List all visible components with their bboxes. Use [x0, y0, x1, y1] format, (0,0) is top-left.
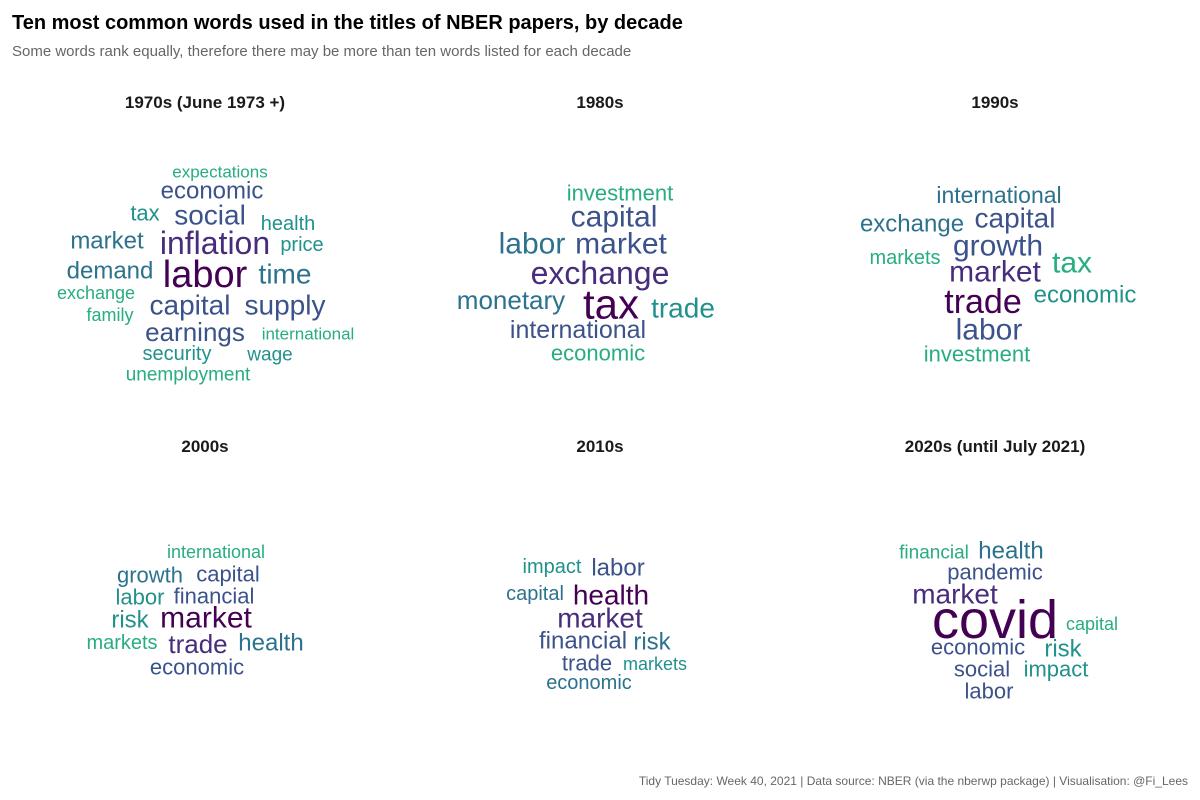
word-security: security	[143, 343, 212, 365]
word-markets: markets	[869, 247, 940, 269]
word-economic: economic	[931, 635, 1025, 660]
word-risk: risk	[1044, 636, 1082, 663]
word-risk: risk	[111, 607, 149, 634]
word-expectations: expectations	[172, 163, 267, 182]
word-international: international	[936, 182, 1061, 208]
word-labor: labor	[965, 679, 1014, 704]
word-financial: financial	[899, 543, 969, 564]
word-markets: markets	[623, 654, 687, 674]
word-labor: labor	[163, 254, 248, 296]
word-covid: covid	[932, 590, 1058, 650]
word-growth: growth	[117, 563, 183, 588]
word-labor: labor	[956, 314, 1023, 347]
word-unemployment: unemployment	[126, 365, 251, 386]
word-economic: economic	[1034, 282, 1137, 309]
word-capital: capital	[975, 203, 1056, 234]
word-trade: trade	[168, 629, 227, 659]
word-economic: economic	[546, 672, 632, 694]
word-labor: labor	[116, 585, 165, 610]
word-international: international	[167, 542, 265, 562]
word-international: international	[262, 325, 355, 344]
panel-title-1980s: 1980s	[576, 93, 624, 112]
word-tax: tax	[1052, 247, 1092, 280]
word-trade: trade	[562, 651, 612, 676]
word-social: social	[174, 200, 246, 231]
word-trade: trade	[651, 293, 715, 324]
word-tax: tax	[583, 281, 639, 328]
word-wage: wage	[246, 345, 292, 366]
word-investment: investment	[567, 181, 673, 206]
word-family: family	[86, 305, 133, 325]
panel-title-1970s: 1970s (June 1973 +)	[124, 93, 286, 112]
panel-title-1990s: 1990s	[971, 93, 1019, 112]
word-economic: economic	[150, 655, 244, 680]
word-economic: economic	[161, 178, 264, 205]
word-international: international	[510, 316, 646, 344]
chart-caption: Tidy Tuesday: Week 40, 2021 | Data sourc…	[638, 774, 1188, 788]
word-financial: financial	[539, 628, 627, 655]
word-economic: economic	[551, 341, 645, 366]
word-monetary: monetary	[457, 285, 565, 315]
word-capital: capital	[150, 290, 231, 321]
panel-title-2010s: 2010s	[576, 437, 624, 456]
word-time: time	[259, 259, 312, 290]
word-risk: risk	[633, 629, 671, 656]
word-labor: labor	[591, 555, 644, 582]
word-pandemic: pandemic	[947, 560, 1042, 585]
word-markets: markets	[86, 632, 157, 654]
panel-title-2000s: 2000s	[181, 437, 229, 456]
word-investment: investment	[924, 342, 1030, 367]
panel-title-2020s: 2020s (until July 2021)	[904, 437, 1086, 456]
word-capital: capital	[196, 562, 260, 587]
word-capital: capital	[571, 201, 658, 234]
word-market: market	[949, 256, 1041, 289]
word-market: market	[912, 579, 998, 610]
word-impact: impact	[1024, 657, 1089, 682]
word-market: market	[70, 228, 144, 255]
word-labor: labor	[499, 228, 566, 261]
word-health: health	[238, 630, 303, 657]
word-market: market	[160, 602, 252, 635]
word-health: health	[261, 213, 316, 235]
word-inflation: inflation	[160, 225, 270, 261]
word-capital: capital	[506, 583, 564, 605]
word-exchange: exchange	[860, 211, 964, 238]
word-trade: trade	[944, 283, 1022, 321]
word-social: social	[954, 657, 1010, 682]
chart-title: Ten most common words used in the titles…	[12, 12, 683, 34]
word-impact: impact	[523, 556, 582, 578]
word-exchange: exchange	[531, 255, 670, 291]
word-health: health	[978, 538, 1043, 565]
word-price: price	[280, 234, 323, 256]
chart-subtitle: Some words rank equally, therefore there…	[12, 43, 632, 60]
word-financial: financial	[174, 584, 255, 609]
word-exchange: exchange	[57, 283, 135, 303]
word-earnings: earnings	[145, 317, 245, 347]
word-supply: supply	[245, 290, 326, 321]
word-demand: demand	[67, 258, 154, 285]
word-capital: capital	[1066, 614, 1118, 634]
word-growth: growth	[953, 230, 1043, 263]
word-health: health	[573, 580, 649, 611]
word-market: market	[575, 228, 667, 261]
word-market: market	[557, 603, 643, 634]
word-tax: tax	[130, 201, 159, 226]
